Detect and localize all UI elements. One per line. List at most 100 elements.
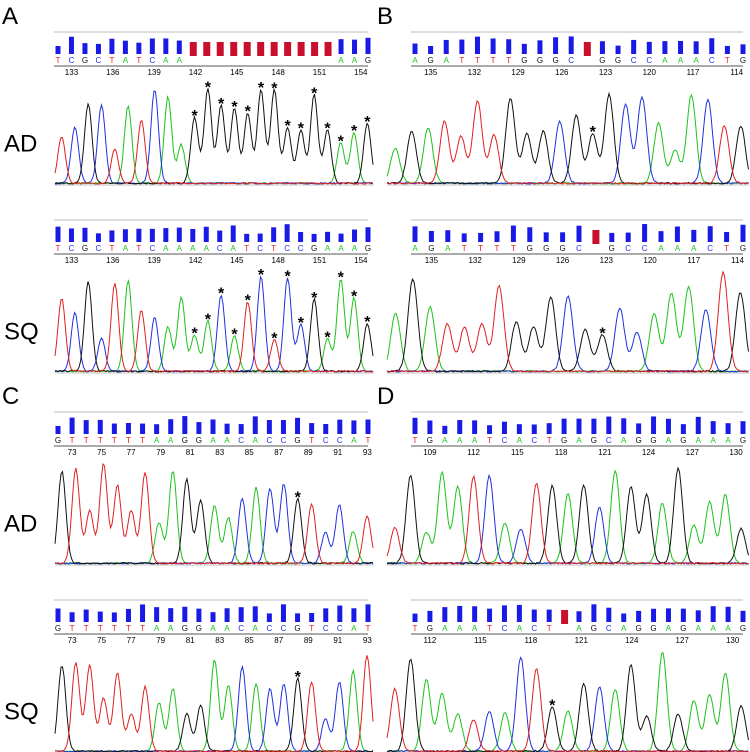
- base: A: [675, 244, 681, 253]
- row-label: AD: [4, 510, 37, 537]
- trace: [54, 281, 374, 373]
- position: 151: [313, 256, 327, 265]
- base: A: [123, 56, 129, 65]
- base: G: [636, 436, 642, 445]
- panel-label: A: [2, 3, 18, 30]
- position: 79: [156, 636, 165, 645]
- position: 136: [106, 68, 120, 77]
- quality-bar: [474, 36, 480, 54]
- base: C: [531, 436, 537, 445]
- asterisk: *: [191, 326, 198, 343]
- base: A: [210, 436, 216, 445]
- quality-bar: [531, 609, 537, 622]
- quality-bar: [176, 227, 182, 242]
- base: G: [182, 624, 188, 633]
- base: T: [547, 436, 552, 445]
- flag-bar: [583, 42, 591, 56]
- base: T: [140, 436, 145, 445]
- base: G: [521, 56, 527, 65]
- base: T: [56, 244, 61, 253]
- base: A: [231, 244, 237, 253]
- base: G: [196, 624, 202, 633]
- asterisk: *: [284, 268, 291, 285]
- quality-bar: [351, 608, 357, 622]
- quality-bar: [295, 613, 301, 622]
- quality-bar: [427, 610, 433, 622]
- quality-bar: [621, 613, 627, 622]
- base: A: [576, 436, 582, 445]
- flag-bar: [189, 42, 197, 56]
- base: A: [576, 624, 582, 633]
- trace: [387, 466, 749, 565]
- base: A: [666, 436, 672, 445]
- position: 73: [68, 636, 77, 645]
- base: T: [126, 436, 131, 445]
- flag-bar: [561, 610, 569, 624]
- base: G: [615, 56, 621, 65]
- quality-bar: [224, 608, 230, 622]
- quality-bar: [501, 605, 507, 622]
- base: G: [428, 244, 434, 253]
- base: C: [606, 624, 612, 633]
- quality-bar: [591, 418, 597, 434]
- quality-bar: [163, 38, 169, 54]
- flag-bar: [230, 42, 238, 56]
- base: G: [636, 624, 642, 633]
- asterisk: *: [338, 133, 345, 150]
- quality-bar: [295, 417, 301, 434]
- base: C: [149, 244, 155, 253]
- trace: [386, 270, 749, 373]
- base: A: [190, 244, 196, 253]
- position: 126: [556, 256, 570, 265]
- trace: [386, 295, 749, 373]
- base: T: [70, 436, 75, 445]
- quality-bar: [591, 604, 597, 622]
- position: 142: [189, 68, 203, 77]
- quality-bar: [680, 608, 686, 622]
- position: 109: [423, 448, 437, 457]
- flag-bar: [257, 42, 265, 56]
- asterisk: *: [549, 698, 556, 715]
- quality-bar: [125, 422, 131, 434]
- base: C: [323, 624, 329, 633]
- trace: [54, 471, 374, 565]
- quality-bar: [665, 418, 671, 434]
- asterisk: *: [324, 121, 331, 138]
- base: G: [182, 436, 188, 445]
- base: A: [457, 436, 463, 445]
- base: T: [309, 624, 314, 633]
- base: C: [337, 624, 343, 633]
- asterisk: *: [311, 85, 318, 102]
- base: A: [210, 624, 216, 633]
- position: 75: [97, 636, 106, 645]
- position: 115: [474, 636, 487, 645]
- quality-bar: [568, 36, 574, 54]
- quality-bar: [740, 421, 746, 434]
- base: A: [352, 244, 358, 253]
- base: A: [338, 56, 344, 65]
- position: 114: [731, 256, 744, 265]
- base: C: [502, 436, 508, 445]
- asterisk: *: [351, 123, 358, 140]
- asterisk: *: [218, 286, 225, 303]
- quality-bar: [461, 233, 467, 242]
- base: G: [365, 56, 371, 65]
- flag-bar: [284, 42, 292, 56]
- quality-bar: [710, 606, 716, 622]
- base: A: [351, 436, 357, 445]
- quality-bar: [111, 612, 117, 622]
- base: T: [547, 624, 552, 633]
- quality-bar: [136, 42, 142, 54]
- position: 93: [363, 448, 372, 457]
- position: 87: [274, 448, 283, 457]
- quality-bar: [428, 45, 434, 54]
- position: 123: [600, 256, 614, 265]
- base: T: [725, 56, 730, 65]
- quality-bar: [168, 608, 174, 622]
- quality-bar: [238, 607, 244, 622]
- quality-bar: [217, 230, 223, 242]
- base: G: [82, 56, 88, 65]
- base: G: [365, 244, 371, 253]
- quality-bar: [445, 230, 451, 242]
